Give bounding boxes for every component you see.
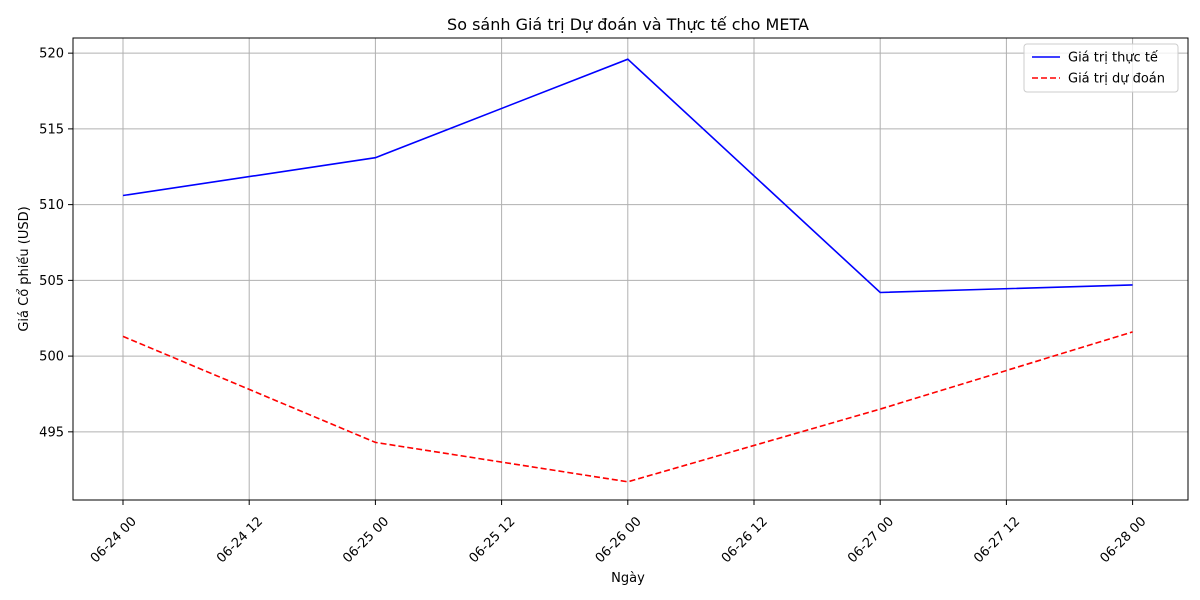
series-predicted-line	[122, 331, 1133, 483]
y-tick-label: 495	[39, 425, 64, 440]
legend-label: Giá trị dự đoán	[1068, 72, 1165, 87]
chart-title: So sánh Giá trị Dự đoán và Thực tế cho M…	[447, 15, 809, 34]
series-actual-line	[122, 58, 1133, 294]
legend-box	[1023, 43, 1179, 93]
grid	[73, 38, 1188, 500]
y-axis-label: Giá Cổ phiếu (USD)	[17, 206, 32, 331]
y-tick-label: 520	[39, 47, 64, 62]
x-tick-label: 06-28 00	[1097, 514, 1149, 566]
series-layer	[122, 58, 1133, 483]
x-tick-label: 06-25 00	[340, 514, 392, 566]
legend-label: Giá trị thực tế	[1068, 51, 1158, 66]
y-tick-label: 505	[39, 274, 64, 289]
x-tick-label: 06-26 00	[593, 514, 645, 566]
x-tick-label: 06-25 12	[466, 514, 518, 566]
legend: Giá trị thực tế Giá trị dự đoán	[1023, 43, 1179, 93]
y-tick-label: 510	[39, 198, 64, 213]
x-tick-label: 06-26 12	[719, 514, 771, 566]
y-tick-label: 500	[39, 350, 64, 365]
plot-frame	[72, 37, 1189, 501]
x-tick-label: 06-24 00	[88, 514, 140, 566]
x-tick-label: 06-27 00	[845, 514, 897, 566]
x-tick-label: 06-24 12	[214, 514, 266, 566]
y-axis-ticks: 495 500 505 510 515 520	[39, 47, 73, 440]
x-axis-label: Ngày	[611, 571, 645, 586]
y-tick-label: 515	[39, 122, 64, 137]
x-axis-ticks: 06-24 00 06-24 12 06-25 00 06-25 12 06-26 00…	[88, 500, 1149, 566]
x-tick-label: 06-27 12	[971, 514, 1023, 566]
